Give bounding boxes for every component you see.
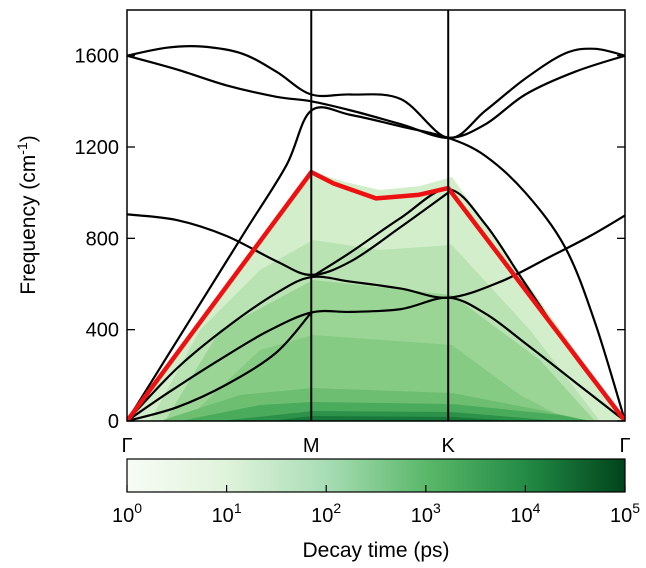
y-axis-label: Frequency (cm-1)	[14, 135, 40, 295]
y-tick-label-2: 800	[86, 228, 119, 250]
phonon-branch-1	[127, 214, 625, 421]
y-axis-label-main: Frequency (cm	[17, 155, 40, 295]
x-tick-label-2: K	[442, 435, 456, 457]
colorbar-tick-label-2: 102	[311, 500, 341, 527]
phonon-branch-7	[127, 54, 625, 140]
plot-frame	[126, 9, 626, 422]
colorbar-tick-label-4: 104	[510, 500, 540, 527]
colorbar-tick-label-5: 105	[610, 500, 640, 527]
colorbar	[126, 458, 626, 493]
heatmap-band-8	[270, 416, 520, 421]
y-tick-label-4: 1600	[75, 46, 120, 68]
phonon-branch-2	[127, 296, 625, 421]
decay-time-heatmap	[127, 172, 625, 421]
x-tick-label-1: M	[303, 435, 320, 457]
phonon-branch-5	[127, 191, 449, 277]
y-axis-label-sup: -1	[14, 142, 30, 155]
phonon-branch-6	[127, 106, 625, 421]
phonon-branch-3	[127, 311, 313, 421]
colorbar-tick-label-3: 103	[411, 500, 441, 527]
colorbar-label: Decay time (ps)	[302, 539, 449, 562]
colorbar-tick-label-1: 101	[212, 500, 242, 527]
y-tick-label-1: 400	[86, 320, 119, 342]
colorbar-tick-label-0: 100	[112, 500, 142, 527]
y-tick-label-0: 0	[108, 411, 119, 433]
y-tick-label-3: 1200	[75, 137, 120, 159]
x-tick-label-0: Γ	[121, 435, 132, 457]
phonon-branch-8	[127, 44, 625, 140]
x-tick-label-3: Γ	[619, 435, 630, 457]
y-axis-label-close: )	[17, 135, 40, 142]
